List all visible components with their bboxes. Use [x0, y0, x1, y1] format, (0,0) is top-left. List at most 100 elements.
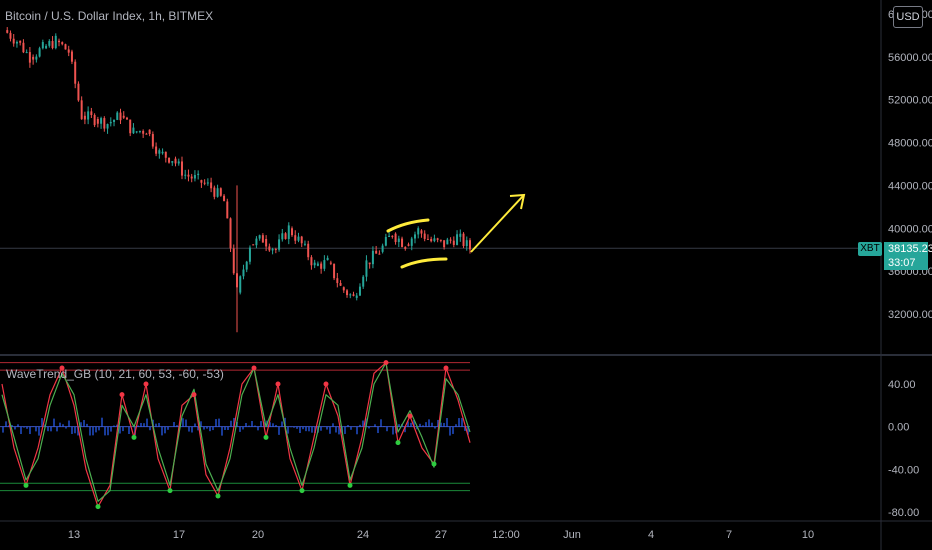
time-tick-label: 7 — [726, 529, 732, 541]
momentum-bar — [38, 426, 40, 436]
momentum-bar — [122, 426, 124, 432]
momentum-bar — [233, 417, 235, 427]
momentum-bar — [68, 420, 70, 427]
candle-body — [161, 151, 164, 154]
momentum-bar — [422, 425, 424, 427]
momentum-bar — [155, 423, 157, 427]
momentum-bar — [344, 426, 346, 434]
momentum-bar — [254, 425, 256, 427]
candle-body — [9, 32, 12, 39]
candle-body — [323, 260, 326, 269]
candle-body — [436, 238, 439, 240]
momentum-bar — [359, 424, 361, 427]
candle-body — [19, 40, 22, 43]
candle-body — [125, 117, 128, 120]
candle-body — [426, 238, 429, 240]
cross-dot — [131, 434, 137, 440]
chart-title: Bitcoin / U.S. Dollar Index, 1h, BITMEX — [5, 9, 214, 23]
candle-body — [368, 262, 371, 265]
momentum-bar — [404, 426, 406, 433]
candle-body — [287, 225, 290, 239]
candle-body — [113, 119, 116, 122]
momentum-bar — [209, 426, 211, 432]
cross-dot — [443, 365, 449, 371]
candle-body — [333, 263, 336, 279]
candle-body — [177, 161, 180, 164]
candle-body — [41, 42, 44, 49]
candle-body — [430, 238, 433, 242]
candle-body — [346, 290, 349, 296]
momentum-bar — [419, 423, 421, 427]
momentum-bar — [335, 426, 337, 433]
symbol-badge: XBT — [858, 242, 882, 256]
candle-body — [219, 188, 222, 196]
candle-body — [200, 180, 203, 183]
candle-body — [239, 276, 242, 293]
momentum-bar — [446, 418, 448, 427]
momentum-bar — [281, 421, 283, 427]
price-badge: 38135.23 33:07 — [884, 242, 932, 270]
candle-body — [320, 263, 323, 269]
momentum-bar — [110, 426, 112, 432]
momentum-bar — [200, 421, 202, 427]
momentum-bar — [245, 422, 247, 427]
momentum-bar — [218, 418, 220, 427]
momentum-bar — [137, 425, 139, 427]
candle-body — [25, 52, 28, 54]
candle-body — [446, 239, 449, 245]
candle-body — [456, 234, 459, 245]
candle-body — [291, 228, 294, 236]
momentum-bar — [458, 418, 460, 427]
momentum-bar — [212, 426, 214, 431]
candle-body — [313, 262, 316, 266]
momentum-bar — [65, 426, 67, 429]
indicator-tick-label: 0.00 — [888, 422, 909, 434]
momentum-bar — [455, 424, 457, 427]
momentum-bar — [185, 419, 187, 427]
momentum-bar — [314, 426, 316, 433]
candle-body — [12, 38, 15, 44]
cross-dot — [119, 392, 125, 398]
cross-dot — [23, 482, 29, 488]
price-tick-label: 52000.00 — [888, 95, 932, 107]
momentum-bar — [362, 420, 364, 427]
momentum-bar — [269, 422, 271, 427]
momentum-bar — [239, 426, 241, 432]
candle-body — [58, 40, 61, 43]
candle-body — [349, 294, 352, 296]
momentum-bar — [251, 420, 253, 427]
candle-body — [388, 235, 391, 237]
momentum-bar — [14, 426, 16, 430]
candle-body — [187, 174, 190, 177]
momentum-bar — [116, 424, 118, 427]
momentum-bar — [221, 426, 223, 436]
candle-body — [433, 238, 436, 242]
momentum-bar — [167, 426, 169, 430]
candle-body — [67, 49, 70, 53]
candle-body — [129, 119, 132, 134]
momentum-bar — [80, 422, 82, 427]
momentum-bar — [248, 425, 250, 427]
candle-body — [449, 239, 452, 241]
currency-button[interactable]: USD — [893, 6, 923, 28]
momentum-bar — [140, 422, 142, 427]
momentum-bar — [260, 421, 262, 427]
candle-body — [193, 175, 196, 179]
candle-body — [242, 269, 245, 277]
time-tick-label: 13 — [68, 529, 80, 541]
candle-body — [375, 250, 378, 254]
candle-body — [459, 233, 462, 237]
momentum-bar — [104, 426, 106, 436]
momentum-bar — [206, 426, 208, 429]
indicator-tick-label: -80.00 — [888, 507, 919, 519]
candle-body — [329, 262, 332, 264]
cross-dot — [347, 482, 353, 488]
candle-body — [151, 134, 154, 147]
momentum-bar — [278, 426, 280, 435]
momentum-bar — [320, 426, 322, 431]
momentum-bar — [293, 426, 295, 428]
momentum-bar — [83, 420, 85, 427]
candle-body — [410, 238, 413, 246]
momentum-bar — [215, 419, 217, 427]
